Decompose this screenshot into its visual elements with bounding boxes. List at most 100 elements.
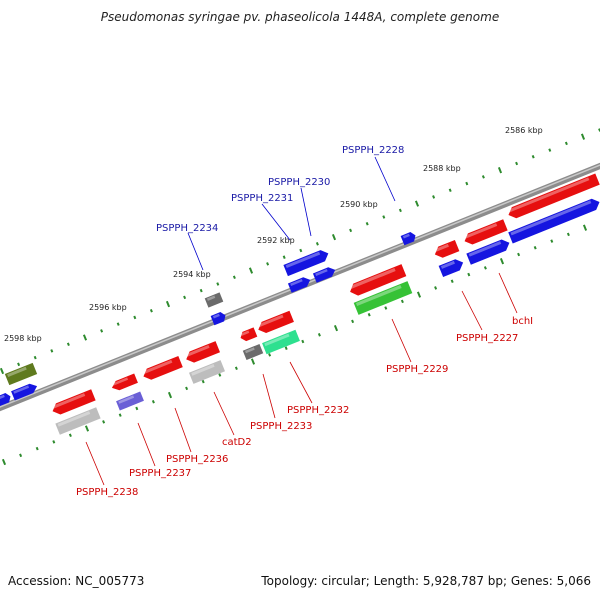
gene-highlight xyxy=(264,333,290,347)
gene-block[interactable] xyxy=(262,329,300,355)
scale-tick xyxy=(165,300,171,308)
gene-label: PSPPH_2232 xyxy=(287,405,349,416)
gene-highlight xyxy=(212,313,220,319)
scale-tick xyxy=(365,221,369,226)
gene-label: catD2 xyxy=(222,437,252,448)
gene-block[interactable] xyxy=(11,382,39,401)
gene-label: PSPPH_2228 xyxy=(342,145,404,156)
gene-highlight xyxy=(440,260,455,269)
scale-tick xyxy=(450,279,454,284)
scale-tick xyxy=(19,453,23,458)
gene-block[interactable] xyxy=(116,391,144,411)
scale-tick xyxy=(52,440,56,444)
scale-label: 2590 kbp xyxy=(340,200,378,209)
scale-tick xyxy=(432,195,436,199)
gene-block[interactable] xyxy=(4,362,38,386)
gene-block[interactable] xyxy=(287,275,312,293)
gene-body xyxy=(353,281,413,315)
scale-tick xyxy=(116,322,120,326)
scale-tick xyxy=(398,208,402,213)
leader-line xyxy=(300,187,312,237)
gene-block[interactable] xyxy=(55,407,101,435)
gene-block[interactable] xyxy=(508,196,600,244)
gene-highlight xyxy=(464,223,498,239)
scale-labels: 2586 kbp 2588 kbp 2590 kbp 2592 kbp 2594… xyxy=(4,126,543,343)
gene-block[interactable] xyxy=(348,264,407,298)
gene-block[interactable] xyxy=(0,392,12,407)
gene-block[interactable] xyxy=(466,237,511,265)
scale-tick xyxy=(284,346,288,350)
scale-tick xyxy=(102,420,106,424)
gene-body xyxy=(508,173,600,219)
gene-block[interactable] xyxy=(433,239,460,260)
genome-summary-text: Topology: circular; Length: 5,928,787 bp… xyxy=(261,574,591,588)
scale-tick xyxy=(580,133,586,140)
gene-block[interactable] xyxy=(312,265,337,283)
gene-label: PSPPH_2238 xyxy=(76,487,138,498)
scale-tick xyxy=(566,232,570,237)
scale-tick xyxy=(151,399,155,404)
gene-block[interactable] xyxy=(353,281,413,315)
scale-tick xyxy=(400,299,404,304)
gene-block[interactable] xyxy=(110,373,138,393)
leader-line xyxy=(262,373,276,419)
gene-block[interactable] xyxy=(204,292,224,308)
gene-block[interactable] xyxy=(184,341,221,365)
gene-block[interactable] xyxy=(462,219,508,247)
gene-body xyxy=(4,362,38,386)
gene-block[interactable] xyxy=(256,310,294,336)
scale-tick xyxy=(582,224,588,231)
gene-block[interactable] xyxy=(242,343,264,361)
scale-tick xyxy=(331,233,337,241)
gene-highlight xyxy=(191,363,215,376)
gene-block[interactable] xyxy=(283,248,330,277)
gene-block[interactable] xyxy=(400,231,418,246)
gene-body xyxy=(204,292,224,308)
gene-highlight xyxy=(468,241,502,257)
gene-label: PSPPH_2231 xyxy=(231,193,293,204)
plus-leader-lines xyxy=(187,156,396,271)
scale-tick xyxy=(1,458,7,466)
gene-block[interactable] xyxy=(239,327,258,342)
scale-tick xyxy=(266,262,270,266)
scale-tick xyxy=(33,355,37,360)
scale-tick xyxy=(382,215,386,219)
leader-line xyxy=(85,441,105,486)
gene-block[interactable] xyxy=(50,389,96,417)
gene-highlight xyxy=(349,268,396,290)
gene-block[interactable] xyxy=(188,360,226,384)
gene-body xyxy=(111,373,138,391)
gene-features xyxy=(0,173,600,435)
scale-tick xyxy=(84,425,90,432)
gene-block[interactable] xyxy=(438,257,466,278)
scale-tick xyxy=(183,295,187,300)
gene-highlight xyxy=(258,314,284,328)
map-title: Pseudomonas syringae pv. phaseolicola 14… xyxy=(100,10,500,24)
leader-line xyxy=(213,391,235,436)
gene-block[interactable] xyxy=(141,355,183,382)
scale-tick xyxy=(135,406,139,411)
gene-body xyxy=(11,383,38,401)
scale-tick xyxy=(499,258,505,265)
gene-body xyxy=(0,393,11,407)
scale-tick xyxy=(234,366,238,371)
scale-tick xyxy=(82,334,88,341)
gene-block[interactable] xyxy=(210,311,228,326)
scale-tick xyxy=(434,286,438,290)
gene-block[interactable] xyxy=(506,173,600,220)
gene-body xyxy=(466,239,510,265)
gene-highlight xyxy=(206,295,216,301)
gene-body xyxy=(438,259,464,278)
scale-tick xyxy=(465,181,469,186)
gene-highlight xyxy=(402,233,410,239)
gene-body xyxy=(242,343,264,361)
gene-highlight xyxy=(508,177,590,213)
scale-tick xyxy=(367,312,371,317)
scale-tick xyxy=(68,433,72,437)
gene-highlight xyxy=(285,251,321,268)
scale-tick xyxy=(282,255,286,259)
scale-tick xyxy=(66,342,70,346)
gene-highlight xyxy=(240,330,250,336)
